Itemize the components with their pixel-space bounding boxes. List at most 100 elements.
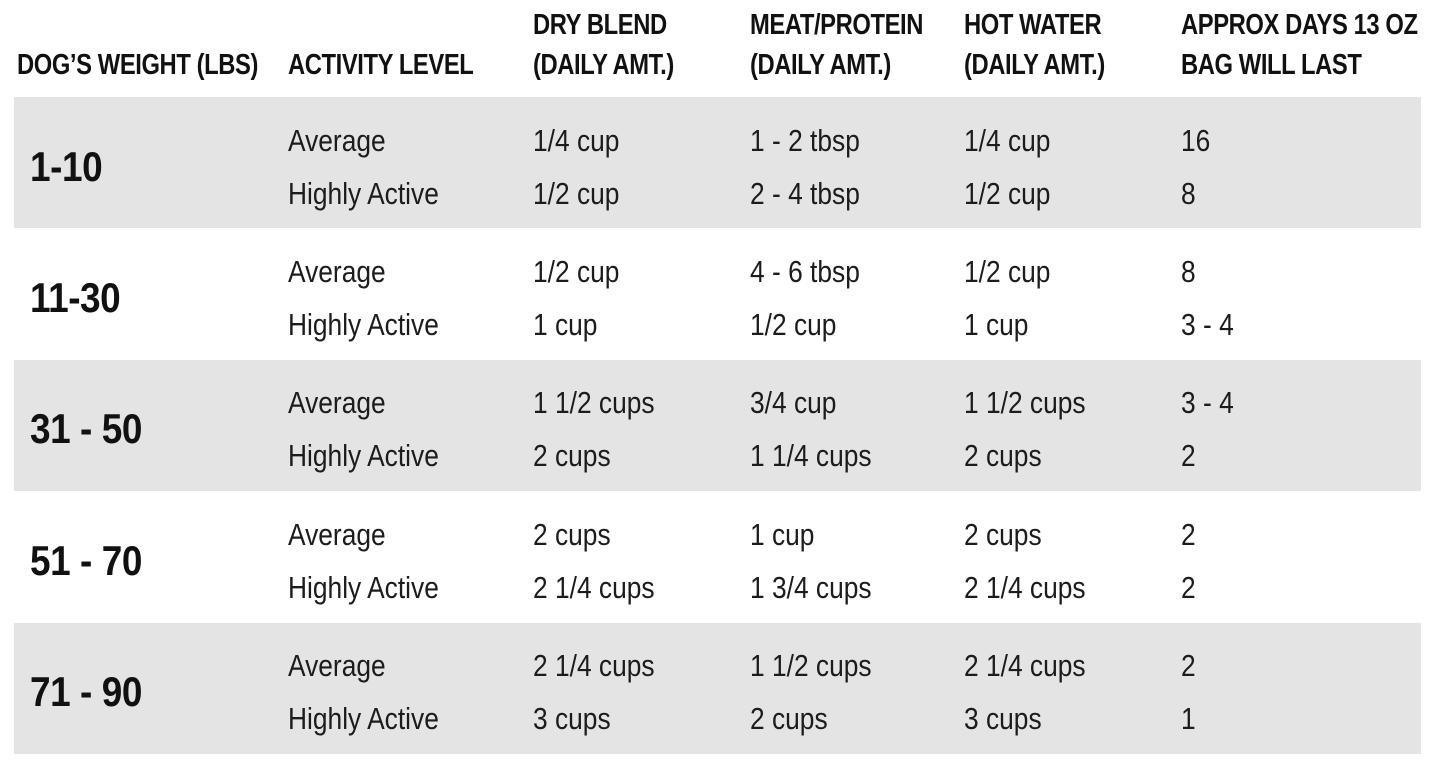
cell-value: 2 cups <box>964 516 1042 552</box>
activity-level-cell: Average Highly Active <box>288 491 533 622</box>
hot-water-cell: 1/2 cup 1 cup <box>964 228 1181 359</box>
weight-group-1-10: 1-10 Average Highly Active 1/4 cup 1/2 c… <box>14 97 1421 229</box>
cell-value: 1/4 cup <box>964 122 1051 158</box>
cell-value: 1 1/2 cups <box>533 385 655 421</box>
column-header-label-line2: (DAILY AMT.) <box>750 49 891 81</box>
activity-highly-active-label: Highly Active <box>288 569 439 605</box>
cell-value: 2 <box>1181 438 1196 474</box>
column-header-dry-blend: DRY BLEND (DAILY AMT.) <box>533 5 750 85</box>
column-header-label: DOG’S WEIGHT (LBS) <box>17 49 258 81</box>
hot-water-cell: 2 cups 2 1/4 cups <box>964 491 1181 622</box>
cell-value: 2 1/4 cups <box>964 569 1086 605</box>
activity-level-cell: Average Highly Active <box>288 228 533 359</box>
weight-range-label: 1-10 <box>30 142 103 190</box>
dry-blend-cell: 2 cups 2 1/4 cups <box>533 491 750 622</box>
cell-value: 2 <box>1181 516 1196 552</box>
activity-average-label: Average <box>288 516 386 552</box>
cell-value: 1 3/4 cups <box>750 569 872 605</box>
activity-highly-active-label: Highly Active <box>288 175 439 211</box>
cell-value: 1 cup <box>533 307 598 343</box>
cell-value: 2 1/4 cups <box>964 648 1086 684</box>
cell-value: 1 cup <box>964 307 1029 343</box>
cell-value: 1/2 cup <box>964 175 1051 211</box>
activity-average-label: Average <box>288 648 386 684</box>
activity-level-cell: Average Highly Active <box>288 623 533 754</box>
cell-value: 1/2 cup <box>533 175 620 211</box>
dry-blend-cell: 1/2 cup 1 cup <box>533 228 750 359</box>
cell-value: 1 1/4 cups <box>750 438 872 474</box>
activity-highly-active-label: Highly Active <box>288 701 439 737</box>
meat-protein-cell: 1 1/2 cups 2 cups <box>750 623 964 754</box>
cell-value: 1 1/2 cups <box>750 648 872 684</box>
weight-range-cell: 1-10 <box>17 97 288 228</box>
activity-average-label: Average <box>288 254 386 290</box>
column-header-label: ACTIVITY LEVEL <box>288 49 474 81</box>
activity-level-cell: Average Highly Active <box>288 97 533 228</box>
cell-value: 2 cups <box>533 438 611 474</box>
cell-value: 3 cups <box>533 701 611 737</box>
activity-highly-active-label: Highly Active <box>288 307 439 343</box>
column-header-activity-level: ACTIVITY LEVEL <box>288 45 533 85</box>
meat-protein-cell: 1 cup 1 3/4 cups <box>750 491 964 622</box>
weight-range-cell: 11-30 <box>17 228 288 359</box>
weight-range-cell: 31 - 50 <box>17 360 288 491</box>
column-header-label-line1: DRY BLEND <box>533 9 667 41</box>
days-bag-lasts-cell: 3 - 4 2 <box>1181 360 1421 491</box>
cell-value: 1 <box>1181 701 1196 737</box>
cell-value: 3/4 cup <box>750 385 837 421</box>
column-header-label-line1: MEAT/PROTEIN <box>750 9 923 41</box>
days-bag-lasts-cell: 2 2 <box>1181 491 1421 622</box>
column-header-label-line2: (DAILY AMT.) <box>964 49 1105 81</box>
table-header-row: DOG’S WEIGHT (LBS) ACTIVITY LEVEL DRY BL… <box>14 0 1421 97</box>
cell-value: 2 <box>1181 569 1196 605</box>
cell-value: 3 - 4 <box>1181 307 1234 343</box>
cell-value: 1/2 cup <box>533 254 620 290</box>
column-header-label-line1: HOT WATER <box>964 9 1102 41</box>
activity-average-label: Average <box>288 122 386 158</box>
days-bag-lasts-cell: 8 3 - 4 <box>1181 228 1421 359</box>
cell-value: 2 <box>1181 648 1196 684</box>
column-header-label-line2: (DAILY AMT.) <box>533 49 674 81</box>
cell-value: 1 cup <box>750 516 815 552</box>
meat-protein-cell: 4 - 6 tbsp 1/2 cup <box>750 228 964 359</box>
cell-value: 3 - 4 <box>1181 385 1234 421</box>
cell-value: 1/2 cup <box>750 307 837 343</box>
cell-value: 8 <box>1181 254 1196 290</box>
weight-range-label: 11-30 <box>30 274 121 322</box>
cell-value: 2 1/4 cups <box>533 569 655 605</box>
cell-value: 1 - 2 tbsp <box>750 122 860 158</box>
hot-water-cell: 1 1/2 cups 2 cups <box>964 360 1181 491</box>
column-header-label-line1: APPROX DAYS 13 OZ <box>1181 9 1418 41</box>
column-header-hot-water: HOT WATER (DAILY AMT.) <box>964 5 1181 85</box>
column-header-days-bag-lasts: APPROX DAYS 13 OZ BAG WILL LAST <box>1181 5 1432 85</box>
column-header-meat-protein: MEAT/PROTEIN (DAILY AMT.) <box>750 5 964 85</box>
cell-value: 2 cups <box>533 516 611 552</box>
weight-range-cell: 71 - 90 <box>17 623 288 754</box>
cell-value: 2 1/4 cups <box>533 648 655 684</box>
cell-value: 2 cups <box>964 438 1042 474</box>
weight-group-71-90: 71 - 90 Average Highly Active 2 1/4 cups… <box>14 622 1421 754</box>
weight-range-label: 71 - 90 <box>30 668 142 716</box>
activity-highly-active-label: Highly Active <box>288 438 439 474</box>
days-bag-lasts-cell: 2 1 <box>1181 623 1421 754</box>
column-header-dogs-weight: DOG’S WEIGHT (LBS) <box>17 45 288 85</box>
cell-value: 2 cups <box>750 701 828 737</box>
meat-protein-cell: 1 - 2 tbsp 2 - 4 tbsp <box>750 97 964 228</box>
hot-water-cell: 2 1/4 cups 3 cups <box>964 623 1181 754</box>
cell-value: 1/4 cup <box>533 122 620 158</box>
cell-value: 8 <box>1181 175 1196 211</box>
weight-range-label: 51 - 70 <box>30 536 142 584</box>
dry-blend-cell: 1/4 cup 1/2 cup <box>533 97 750 228</box>
activity-level-cell: Average Highly Active <box>288 360 533 491</box>
weight-range-cell: 51 - 70 <box>17 491 288 622</box>
cell-value: 16 <box>1181 122 1211 158</box>
cell-value: 2 - 4 tbsp <box>750 175 860 211</box>
weight-group-31-50: 31 - 50 Average Highly Active 1 1/2 cups… <box>14 359 1421 492</box>
cell-value: 4 - 6 tbsp <box>750 254 860 290</box>
cell-value: 1/2 cup <box>964 254 1051 290</box>
cell-value: 3 cups <box>964 701 1042 737</box>
meat-protein-cell: 3/4 cup 1 1/4 cups <box>750 360 964 491</box>
hot-water-cell: 1/4 cup 1/2 cup <box>964 97 1181 228</box>
weight-group-51-70: 51 - 70 Average Highly Active 2 cups 2 1… <box>14 491 1421 622</box>
